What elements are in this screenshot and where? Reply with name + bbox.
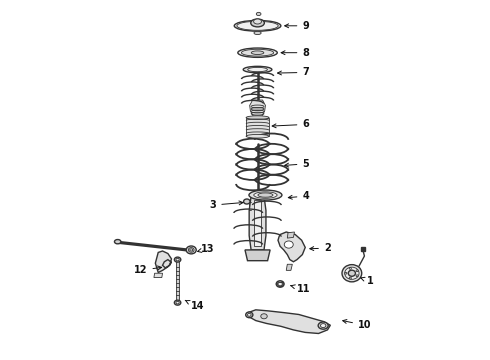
Ellipse shape	[190, 249, 193, 251]
Ellipse shape	[174, 300, 181, 305]
Polygon shape	[245, 250, 270, 261]
Ellipse shape	[176, 301, 179, 304]
Ellipse shape	[246, 116, 269, 120]
Polygon shape	[278, 232, 305, 262]
Polygon shape	[286, 264, 293, 270]
Polygon shape	[249, 196, 266, 250]
Text: 4: 4	[288, 191, 309, 201]
Ellipse shape	[254, 31, 261, 35]
Ellipse shape	[342, 265, 362, 282]
Ellipse shape	[174, 257, 181, 262]
Text: 14: 14	[185, 300, 204, 311]
Polygon shape	[287, 232, 294, 238]
Ellipse shape	[244, 199, 250, 204]
Polygon shape	[176, 261, 179, 301]
Ellipse shape	[284, 241, 293, 248]
Ellipse shape	[261, 314, 267, 319]
Ellipse shape	[356, 270, 358, 272]
Ellipse shape	[349, 267, 351, 269]
Ellipse shape	[251, 19, 265, 27]
Ellipse shape	[237, 21, 278, 30]
Text: 12: 12	[134, 265, 162, 275]
Ellipse shape	[258, 193, 273, 197]
Ellipse shape	[278, 282, 282, 286]
Ellipse shape	[247, 67, 268, 72]
Ellipse shape	[349, 277, 351, 279]
Ellipse shape	[243, 66, 272, 73]
Ellipse shape	[348, 270, 355, 276]
Polygon shape	[246, 118, 269, 136]
Ellipse shape	[247, 314, 251, 316]
Text: 2: 2	[310, 243, 331, 253]
Polygon shape	[247, 310, 330, 333]
Text: 9: 9	[285, 21, 309, 31]
Polygon shape	[154, 273, 163, 278]
Ellipse shape	[249, 190, 282, 200]
Ellipse shape	[276, 281, 284, 287]
Text: 11: 11	[291, 284, 310, 294]
Ellipse shape	[186, 246, 196, 254]
Text: 1: 1	[361, 276, 374, 286]
Polygon shape	[250, 100, 266, 116]
Ellipse shape	[246, 134, 269, 138]
Text: 10: 10	[343, 320, 371, 330]
Text: 7: 7	[277, 67, 309, 77]
Text: 8: 8	[281, 48, 309, 58]
Ellipse shape	[254, 192, 277, 198]
Polygon shape	[155, 251, 172, 273]
Polygon shape	[254, 200, 261, 246]
Text: 6: 6	[272, 120, 309, 129]
Ellipse shape	[238, 48, 277, 57]
Ellipse shape	[251, 51, 264, 54]
Ellipse shape	[234, 21, 281, 31]
Text: 5: 5	[285, 159, 309, 169]
Ellipse shape	[320, 324, 326, 328]
Ellipse shape	[188, 248, 194, 252]
Ellipse shape	[344, 267, 359, 279]
Ellipse shape	[115, 239, 121, 244]
Ellipse shape	[356, 275, 358, 276]
Ellipse shape	[254, 19, 262, 24]
Ellipse shape	[344, 273, 347, 274]
Ellipse shape	[318, 322, 328, 329]
Ellipse shape	[245, 312, 253, 318]
Text: 3: 3	[210, 200, 243, 210]
Text: 13: 13	[197, 244, 215, 254]
Ellipse shape	[176, 258, 179, 261]
Ellipse shape	[242, 49, 274, 56]
Ellipse shape	[256, 12, 261, 15]
